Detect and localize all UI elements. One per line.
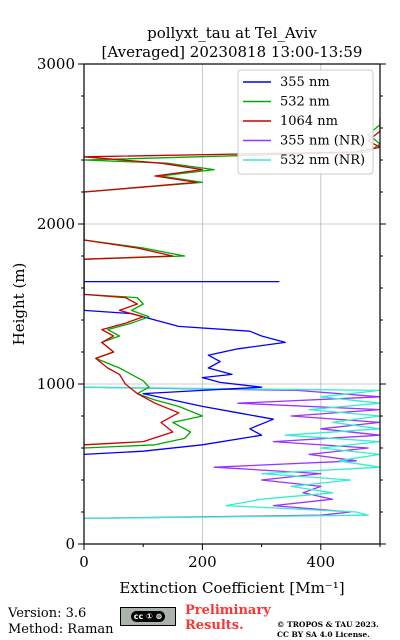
legend-label: 532 nm	[280, 95, 330, 110]
y-tick-label: 2000	[37, 215, 75, 233]
x-tick-label: 0	[79, 553, 89, 571]
ticks: 0 200 400 0 1000 2000 3000	[37, 55, 386, 571]
plot-frame	[83, 63, 381, 545]
preliminary-text: Preliminary	[185, 603, 271, 618]
y-tick-label: 1000	[37, 375, 75, 393]
y-tick-label: 0	[65, 535, 75, 553]
series-line-355-nm	[84, 280, 286, 456]
license-text: CC BY SA 4.0 License.	[277, 630, 370, 639]
legend: 355 nm 532 nm 1064 nm 355 nm (NR) 532 nm (NR…	[237, 69, 374, 175]
legend-label: 532 nm (NR)	[280, 153, 365, 168]
x-tick-label: 200	[188, 553, 217, 571]
series-line-1064-nm	[84, 118, 380, 446]
x-tick-label: 400	[306, 553, 335, 571]
method-text: Method: Raman	[8, 622, 114, 637]
series-line-532-nm	[84, 118, 380, 449]
legend-label: 355 nm (NR)	[280, 134, 365, 149]
copyright-text: © TROPOS & TAU 2023.	[277, 620, 379, 629]
version-text: Version: 3.6	[8, 606, 87, 621]
chart-svg: pollyxt_tau at Tel_Aviv [Averaged] 20230…	[10, 24, 386, 597]
cc-badge-text: cc ① ⊜	[130, 611, 166, 622]
legend-box	[237, 69, 374, 175]
y-tick-label: 3000	[37, 55, 75, 73]
legend-label: 1064 nm	[280, 114, 338, 129]
series-group	[84, 118, 380, 520]
chart-title: pollyxt_tau at Tel_Aviv	[147, 24, 317, 42]
cc-license-badge: cc ① ⊜	[120, 607, 176, 626]
preliminary-results-text: Results.	[185, 618, 244, 633]
y-axis-label: Height (m)	[10, 263, 28, 346]
x-axis-label: Extinction Coefficient [Mm⁻¹]	[119, 579, 344, 597]
legend-label: 355 nm	[280, 75, 330, 90]
series-line-532-nm-nr	[84, 386, 380, 520]
chart-subtitle: [Averaged] 20230818 13:00-13:59	[102, 43, 363, 61]
